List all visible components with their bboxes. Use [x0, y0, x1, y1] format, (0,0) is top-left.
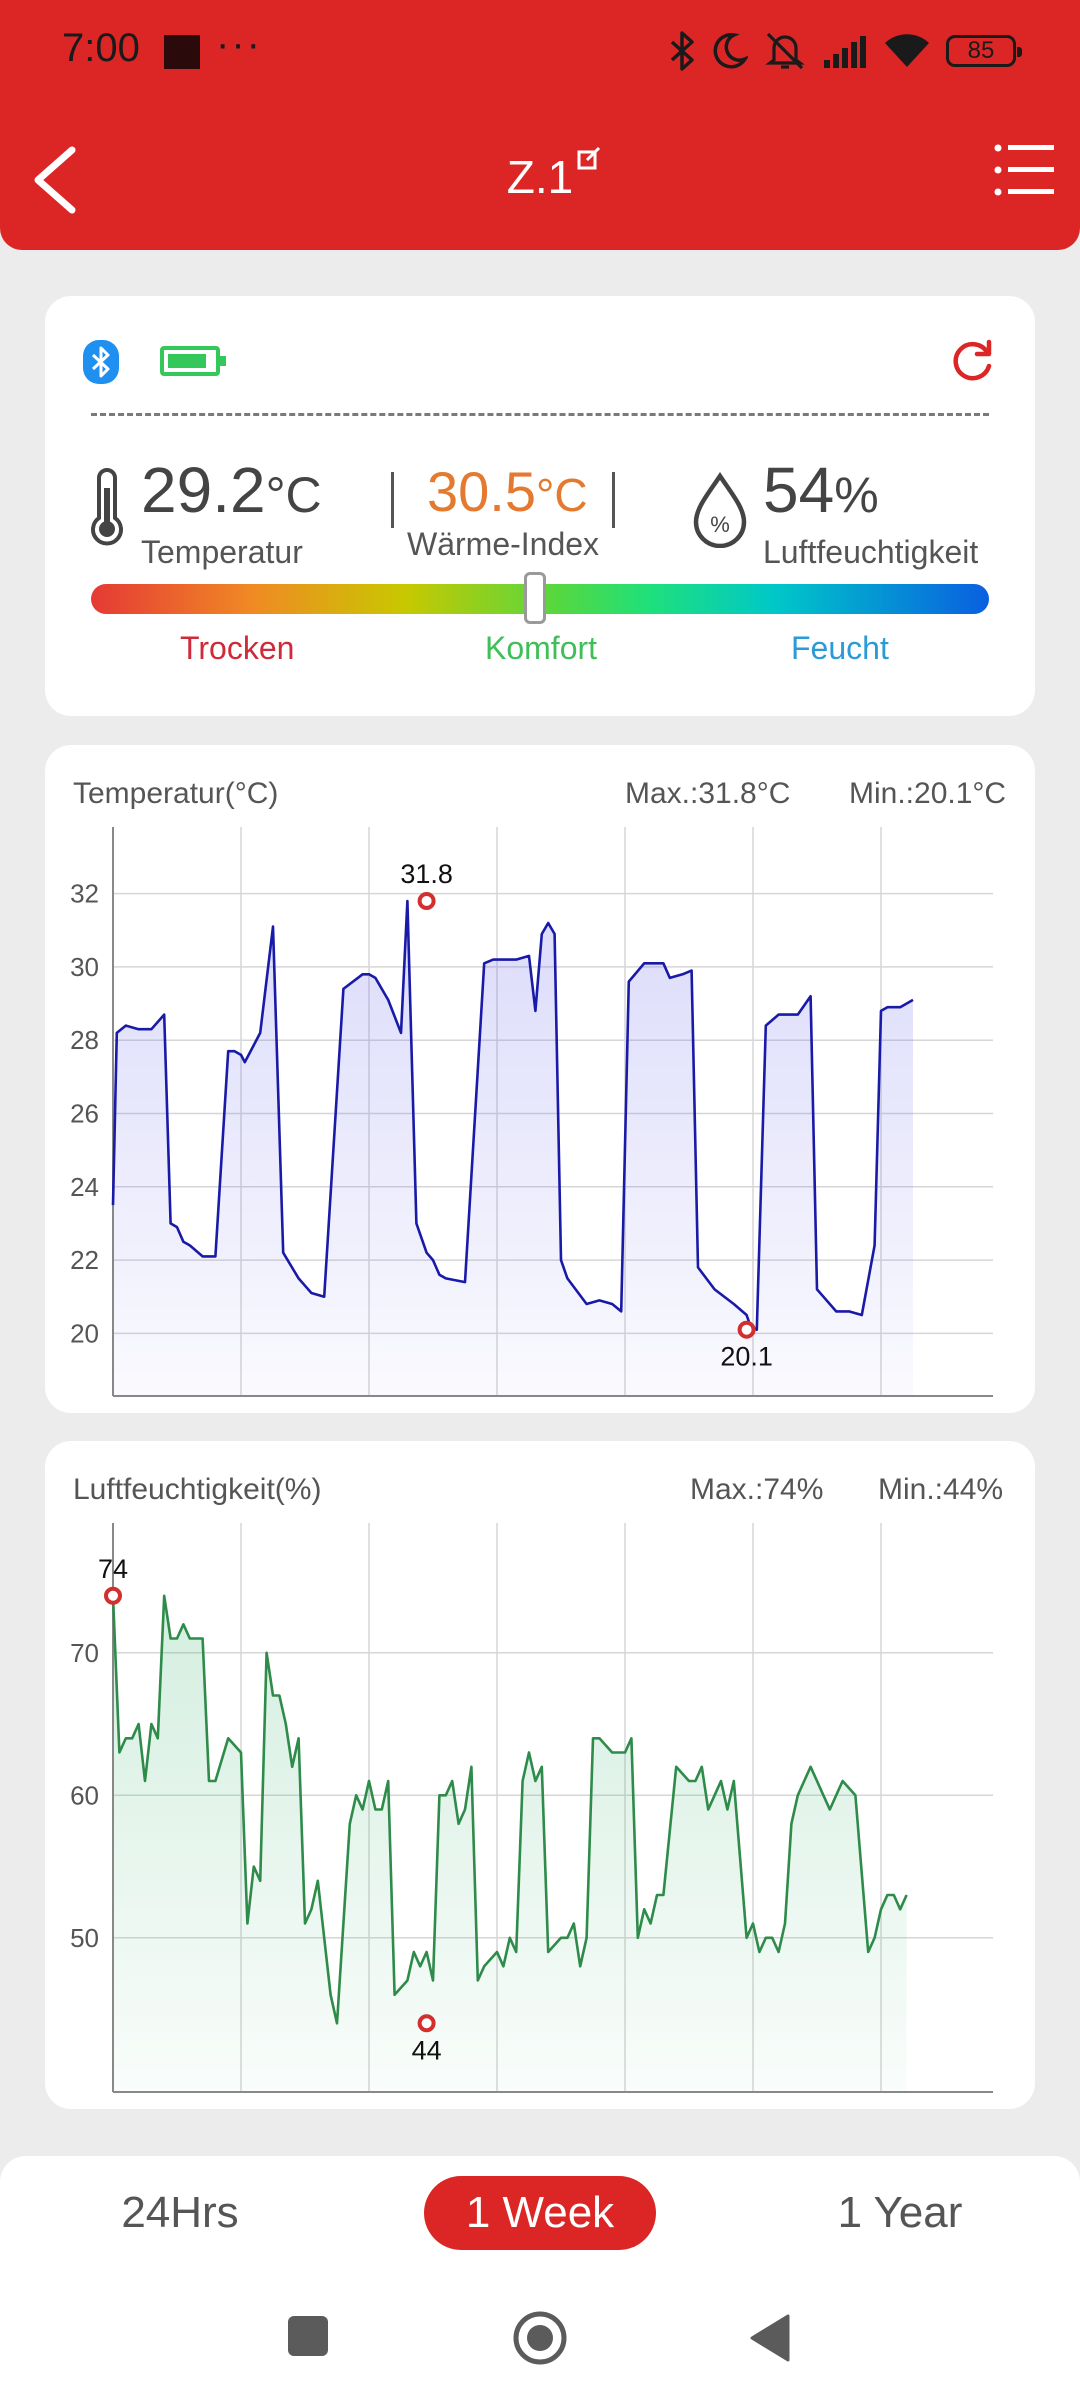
- app-header: 7:00 ··· 85 Z.1: [0, 0, 1080, 250]
- y-tick-label: 60: [70, 1780, 99, 1810]
- min-label: 44: [412, 2035, 442, 2065]
- system-nav-bar: [0, 2296, 1080, 2396]
- temperature-min: Min.:20.1°C: [849, 777, 1007, 810]
- zone-comfort-label: Komfort: [485, 630, 598, 666]
- page-title[interactable]: Z.1: [0, 146, 1080, 204]
- edit-icon[interactable]: [577, 146, 603, 172]
- dashed-divider: [91, 413, 989, 416]
- max-marker: [417, 891, 436, 910]
- humidity-chart[interactable]: 70 60 50 Sun. Mon. Tue. Wed. Thur. Fri. Sat. 74 44: [45, 1441, 1035, 2109]
- status-time: 7:00: [62, 26, 140, 70]
- min-marker: [737, 1320, 756, 1339]
- x-tick-label: Sat.: [858, 2104, 904, 2109]
- nav-back-button[interactable]: [748, 2312, 792, 2364]
- thermometer-icon: [91, 468, 123, 546]
- temperature-value: 29.2°C: [141, 454, 322, 526]
- zone-humid-label: Feucht: [791, 630, 889, 666]
- max-marker: [104, 1586, 122, 1605]
- y-tick-label: 70: [70, 1638, 99, 1668]
- muted-bell-icon: [765, 32, 805, 70]
- status-icons: 85: [670, 28, 1022, 74]
- period-week-tab[interactable]: 1 Week: [424, 2176, 656, 2250]
- wifi-icon: [885, 34, 929, 67]
- y-tick-label: 22: [70, 1245, 99, 1275]
- y-tick-label: 32: [70, 879, 99, 909]
- y-tick-label: 28: [70, 1025, 99, 1055]
- humidity-min: Min.:44%: [878, 1473, 1004, 1506]
- separator: [391, 472, 394, 528]
- humidity-icon-text: %: [710, 512, 730, 537]
- series-line: [111, 1594, 908, 2025]
- x-tick-label: Sun.: [86, 2104, 140, 2109]
- temperature-label: Temperatur: [141, 534, 303, 570]
- humidity-value: 54%: [763, 454, 879, 526]
- y-tick-label: 26: [70, 1099, 99, 1129]
- separator: [612, 472, 615, 528]
- max-label: 74: [98, 1554, 128, 1584]
- nav-home-button[interactable]: [512, 2310, 568, 2366]
- min-marker: [417, 2014, 436, 2033]
- y-tick-label: 30: [70, 952, 99, 982]
- temperature-chart-card: Temperatur(°C) Max.:31.8°C Min.:20.1°C 3…: [45, 745, 1035, 1413]
- min-label: 20.1: [720, 1342, 773, 1372]
- max-label: 31.8: [400, 859, 453, 889]
- moon-icon: [713, 33, 748, 69]
- x-tick-label: Sun.: [86, 1408, 140, 1413]
- device-name: Z.1: [506, 151, 574, 203]
- period-selector: 24Hrs 1 Week 1 Year: [0, 2156, 1080, 2400]
- device-battery-icon: [160, 346, 226, 376]
- bluetooth-icon: [83, 340, 119, 384]
- temperature-chart[interactable]: 32 30 28 26 24 22 20 Sun. Mon. Tue. Wed. Thur. Fri. S…: [45, 745, 1035, 1413]
- heat-index-label: Wärme-Index: [407, 526, 600, 562]
- x-tick-label: Sat.: [858, 1408, 904, 1413]
- series-line: [111, 899, 914, 1331]
- bluetooth-status-icon: [670, 31, 694, 71]
- signal-icon: [824, 36, 866, 68]
- back-button[interactable]: [20, 140, 90, 220]
- period-24h-tab[interactable]: 24Hrs: [121, 2188, 239, 2237]
- heat-index-value: 30.5°C: [427, 460, 588, 523]
- status-more-dots: ···: [216, 22, 262, 66]
- period-year-tab[interactable]: 1 Year: [837, 2188, 963, 2237]
- humidity-drop-icon: %: [693, 472, 747, 548]
- humidity-max: Max.:74%: [690, 1473, 824, 1506]
- x-tick-label: Thur.: [595, 1408, 654, 1413]
- series-area: [113, 1595, 907, 2092]
- humidity-label: Luftfeuchtigkeit: [763, 534, 979, 570]
- status-bar: 7:00 ··· 85: [0, 0, 1080, 100]
- zone-dry-label: Trocken: [180, 630, 295, 666]
- y-tick-label: 50: [70, 1923, 99, 1953]
- comfort-indicator: [524, 572, 546, 624]
- x-tick-label: Fri.: [734, 1408, 772, 1413]
- menu-button[interactable]: [994, 142, 1056, 198]
- x-tick-label: Wed.: [467, 2104, 527, 2109]
- x-tick-label: Mon.: [212, 1408, 270, 1413]
- y-tick-label: 24: [70, 1172, 99, 1202]
- series-area: [113, 901, 913, 1396]
- refresh-button[interactable]: [949, 338, 995, 384]
- temperature-chart-title: Temperatur(°C): [73, 777, 279, 810]
- x-tick-label: Fri.: [734, 2104, 772, 2109]
- humidity-chart-title: Luftfeuchtigkeit(%): [73, 1473, 322, 1506]
- temperature-max: Max.:31.8°C: [625, 777, 791, 810]
- notification-square-icon: [164, 35, 200, 69]
- current-readings-card: 29.2°C Temperatur 30.5°C Wärme-Index % 5…: [45, 296, 1035, 716]
- x-tick-label: Tue.: [343, 1408, 394, 1413]
- humidity-chart-card: Luftfeuchtigkeit(%) Max.:74% Min.:44% 70…: [45, 1441, 1035, 2109]
- x-tick-label: Mon.: [212, 2104, 270, 2109]
- phone-battery-icon: 85: [946, 35, 1022, 67]
- battery-level: 85: [967, 37, 995, 64]
- x-tick-label: Wed.: [467, 1408, 527, 1413]
- x-tick-label: Thur.: [595, 2104, 654, 2109]
- x-tick-label: Tue.: [343, 2104, 394, 2109]
- nav-recents-button[interactable]: [288, 2316, 328, 2356]
- y-tick-label: 20: [70, 1318, 99, 1348]
